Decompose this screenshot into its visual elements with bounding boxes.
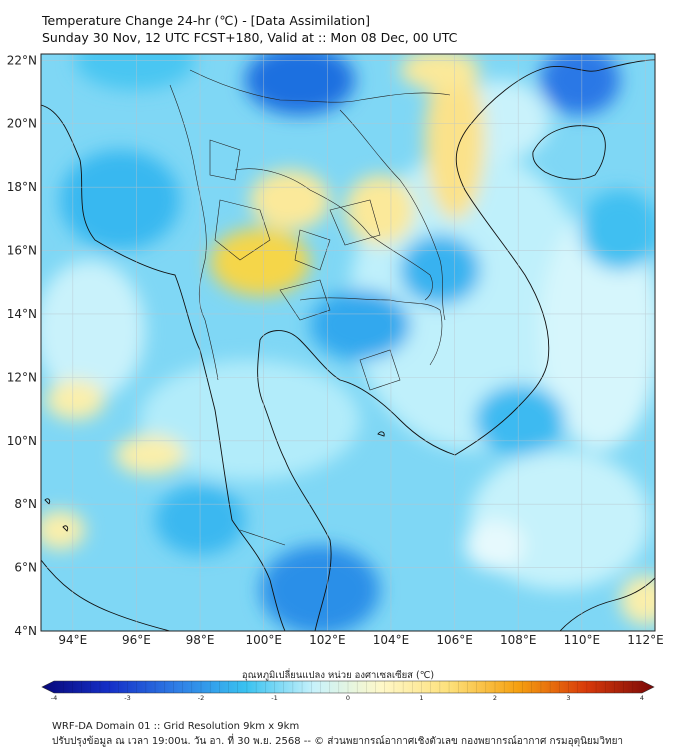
lon-tick-label: 106°E [436,633,473,647]
field-cold-malaysia [260,545,380,631]
lat-tick-label: 18°N [7,180,37,194]
field-warm-thailand-north [210,228,310,296]
field-cold-laos-south [400,235,480,305]
footer-line-1: WRF-DA Domain 01 :: Grid Resolution 9km … [52,721,300,732]
border-provinces-2 [209,139,401,391]
field-warm-southwest [41,510,85,550]
field-warm-andaman [115,435,185,475]
field-cold-north-laos [245,54,355,115]
colorbar-tick-label: 4 [640,694,644,702]
field-warm-west [45,380,105,420]
field-light-west [41,260,145,400]
lat-tick-label: 6°N [14,561,37,575]
lat-tick-label: 10°N [7,434,37,448]
field-warm-yunnan [400,54,480,90]
map-title: Temperature Change 24-hr (℃) - [Data Ass… [42,12,457,46]
lon-tick-label: 98°E [186,633,215,647]
colorbar-tick-label: 1 [419,694,423,702]
sumatra-coast [41,559,171,631]
borneo-coast [559,577,655,631]
field-light-far-east [540,210,655,450]
footer-line-2: ปรับปรุงข้อมูล ณ เวลา 19:00น. วัน อา. ที… [52,736,624,747]
field-cold-gulf-tonkin [540,54,620,115]
lon-tick-label: 94°E [58,633,87,647]
footer: WRF-DA Domain 01 :: Grid Resolution 9km … [52,719,623,749]
border-myanmar-thailand [169,84,219,381]
lon-tick-label: 100°E [245,633,282,647]
lon-tick-label: 96°E [122,633,151,647]
field-cold-sea [475,385,565,455]
lon-tick-label: 104°E [373,633,410,647]
border-laos-vietnam [339,109,446,321]
latitude-labels: 22°N 20°N 18°N 16°N 14°N 12°N 10°N 8°N 6°N 4°N [7,53,37,638]
colorbar-tick-label: -3 [124,694,130,702]
lat-tick-label: 8°N [14,497,37,511]
lon-tick-label: 112°E [627,633,664,647]
colorbar-title: อุณหภูมิเปลี่ยนแปลง หน่วย องศาเซลเซียส (… [241,670,435,681]
colorbar-tick-label: 0 [346,694,350,702]
lat-tick-label: 22°N [7,53,37,67]
lat-tick-label: 12°N [7,370,37,384]
lat-tick-label: 20°N [7,117,37,131]
lat-tick-label: 16°N [7,244,37,258]
field-cold-myanmar [60,150,180,250]
field-warm-thailand-upper [250,170,330,230]
field-cold-cambodia [310,290,410,360]
title-line-2: Sunday 30 Nov, 12 UTC FCST+180, Valid at… [42,30,458,45]
field-light-small [465,520,525,570]
lat-tick-label: 4°N [14,624,37,638]
colorbar-tick-label: -4 [51,694,57,702]
field-light-gulf [140,360,360,480]
border-provinces-1 [214,199,381,321]
title-line-1: Temperature Change 24-hr (℃) - [Data Ass… [42,13,371,28]
lat-tick-label: 14°N [7,307,37,321]
border-thailand-malaysia [239,529,286,546]
colorbar-tick-label: 2 [493,694,497,702]
colorbar-bar [41,680,655,694]
colorbar-tick-label: -1 [271,694,277,702]
temperature-field [41,54,655,631]
lon-tick-label: 102°E [309,633,346,647]
field-cold-east [580,190,655,270]
longitude-labels: 94°E 96°E 98°E 100°E 102°E 104°E 106°E 108°E 110… [58,633,663,647]
field-cold-northwest [75,54,195,90]
lon-tick-label: 110°E [564,633,601,647]
field-warm-southeast [620,575,655,625]
border-thailand-laos [234,168,433,301]
colorbar: -4 -3 -2 -1 0 1 2 3 4 [41,680,655,702]
field-warm-laos [345,175,415,245]
border-china [189,69,451,103]
colorbar-tick-label: 3 [566,694,570,702]
lon-tick-label: 108°E [500,633,537,647]
plot-frame [40,53,656,632]
gridlines [41,54,655,631]
colorbar-tick-label: -2 [198,694,204,702]
field-warm-vietnam-north [425,60,485,220]
border-cambodia [299,297,443,366]
borders [169,69,451,546]
hainan-island [532,125,606,180]
